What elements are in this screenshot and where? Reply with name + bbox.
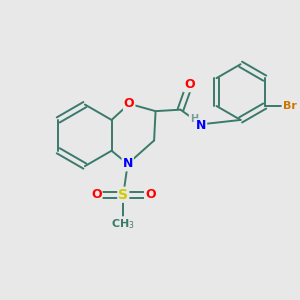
Text: CH$_3$: CH$_3$ (111, 217, 135, 231)
Text: O: O (184, 78, 195, 91)
Text: O: O (124, 97, 134, 110)
Text: N: N (196, 119, 206, 132)
Text: Br: Br (283, 101, 297, 111)
Text: N: N (122, 158, 133, 170)
Text: S: S (118, 188, 128, 202)
Text: H: H (190, 114, 198, 124)
Text: O: O (145, 188, 156, 201)
Text: O: O (91, 188, 102, 201)
